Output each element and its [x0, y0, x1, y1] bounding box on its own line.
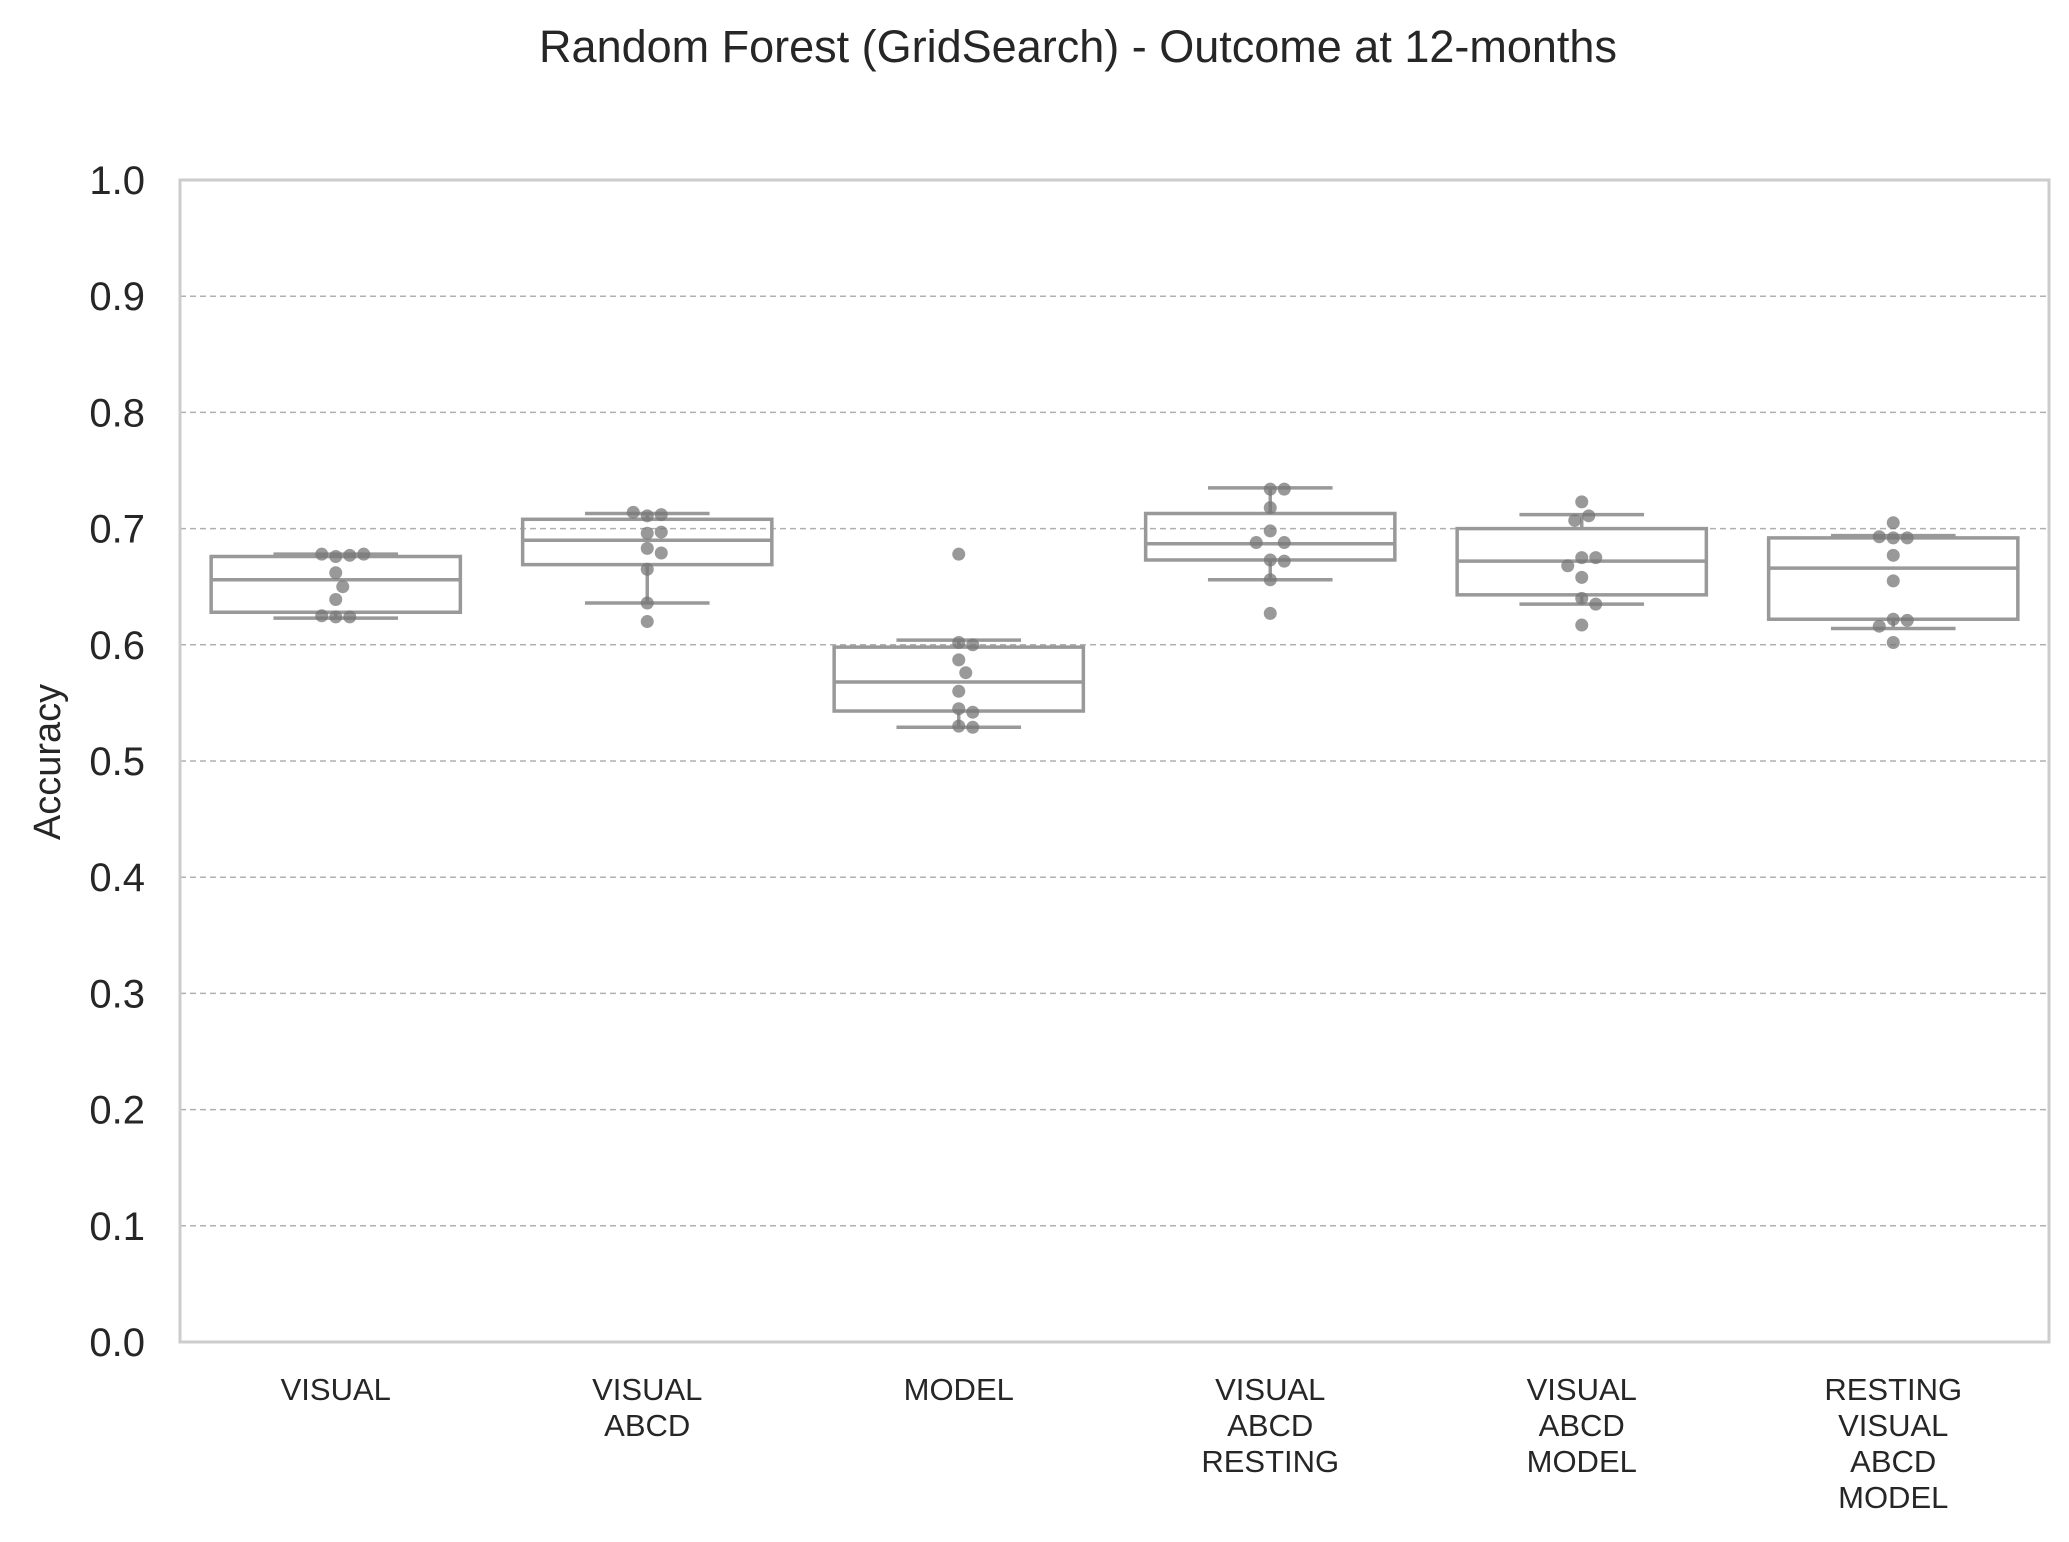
y-tick-label: 1.0 — [89, 159, 145, 203]
data-point — [1249, 536, 1263, 550]
data-point — [1277, 482, 1291, 496]
data-point — [654, 508, 668, 522]
data-point — [640, 562, 654, 576]
data-point — [952, 653, 966, 667]
data-point — [640, 541, 654, 555]
data-point — [1886, 574, 1900, 588]
data-point — [1589, 597, 1603, 611]
data-point — [1263, 524, 1277, 538]
data-point — [1575, 618, 1589, 632]
data-point — [952, 635, 966, 649]
data-point — [315, 547, 329, 561]
data-point — [1886, 548, 1900, 562]
data-point — [952, 702, 966, 716]
x-tick-label: VISUAL — [281, 1372, 391, 1407]
y-axis-label: Accuracy — [27, 684, 69, 840]
data-point — [1263, 501, 1277, 515]
grid-lines — [180, 295, 2049, 1227]
data-point — [640, 509, 654, 523]
data-point — [336, 580, 350, 594]
y-tick-label: 0.4 — [89, 856, 145, 900]
data-point — [1589, 551, 1603, 565]
x-tick-label: ABCD — [1227, 1408, 1313, 1443]
data-point — [329, 610, 343, 624]
data-point — [952, 684, 966, 698]
data-point — [1900, 531, 1914, 545]
data-point — [357, 547, 371, 561]
box-group — [209, 552, 463, 620]
x-tick-label: RESTING — [1824, 1372, 1962, 1407]
data-point — [654, 525, 668, 539]
y-tick-label: 0.1 — [89, 1205, 145, 1249]
x-tick-label: VISUAL — [1527, 1372, 1637, 1407]
data-point — [1263, 573, 1277, 587]
data-point — [1263, 553, 1277, 567]
y-tick-label: 0.7 — [89, 508, 145, 552]
data-point — [329, 592, 343, 606]
data-point — [654, 546, 668, 560]
y-tick-label: 0.8 — [89, 391, 145, 435]
data-point — [1886, 612, 1900, 626]
y-tick-label: 0.5 — [89, 740, 145, 784]
data-point — [343, 548, 357, 562]
x-tick-label: MODEL — [1527, 1444, 1637, 1479]
data-point — [640, 596, 654, 610]
x-tick-label: RESTING — [1201, 1444, 1339, 1479]
y-tick-label: 0.6 — [89, 624, 145, 668]
y-tick-label: 0.9 — [89, 275, 145, 319]
data-point — [1575, 495, 1589, 509]
x-tick-label: ABCD — [1539, 1408, 1625, 1443]
x-tick-label: VISUAL — [1838, 1408, 1948, 1443]
data-point — [1872, 619, 1886, 633]
x-tick-label: MODEL — [904, 1372, 1014, 1407]
data-point — [966, 705, 980, 719]
data-point — [315, 609, 329, 623]
data-point — [329, 566, 343, 580]
data-point — [1582, 509, 1596, 523]
x-tick-label: MODEL — [1838, 1480, 1948, 1515]
data-point — [1277, 536, 1291, 550]
data-point — [626, 505, 640, 519]
data-point — [640, 526, 654, 540]
data-point — [1575, 570, 1589, 584]
data-point — [1886, 516, 1900, 530]
x-tick-label: VISUAL — [1215, 1372, 1325, 1407]
data-point — [959, 666, 973, 680]
y-tick-label: 0.2 — [89, 1089, 145, 1133]
data-point — [1900, 613, 1914, 627]
y-tick-label: 0.0 — [89, 1321, 145, 1365]
data-point — [1277, 554, 1291, 568]
y-tick-label: 0.3 — [89, 972, 145, 1016]
data-point — [1575, 591, 1589, 605]
y-tick-labels: 0.0 0.1 0.2 0.3 0.4 0.5 0.6 0.7 0.8 0.9 1.0 — [89, 159, 145, 1365]
box-series — [209, 486, 2020, 730]
plot-frame — [178, 178, 2051, 1344]
data-point — [1561, 559, 1575, 573]
data-point — [1872, 530, 1886, 544]
data-point — [1263, 482, 1277, 496]
x-tick-label: ABCD — [1850, 1444, 1936, 1479]
chart-title: Random Forest (GridSearch) - Outcome at … — [539, 21, 1617, 72]
point-series — [315, 482, 1914, 734]
data-point — [1886, 635, 1900, 649]
data-point — [1575, 551, 1589, 565]
data-point — [952, 719, 966, 733]
data-point — [1886, 531, 1900, 545]
data-point — [343, 610, 357, 624]
data-point — [329, 549, 343, 563]
x-tick-label: VISUAL — [592, 1372, 702, 1407]
data-point — [966, 638, 980, 652]
data-point — [966, 720, 980, 734]
data-point — [1263, 606, 1277, 620]
data-point — [640, 615, 654, 629]
data-point — [952, 547, 966, 561]
data-point — [1568, 513, 1582, 527]
x-tick-label: ABCD — [604, 1408, 690, 1443]
